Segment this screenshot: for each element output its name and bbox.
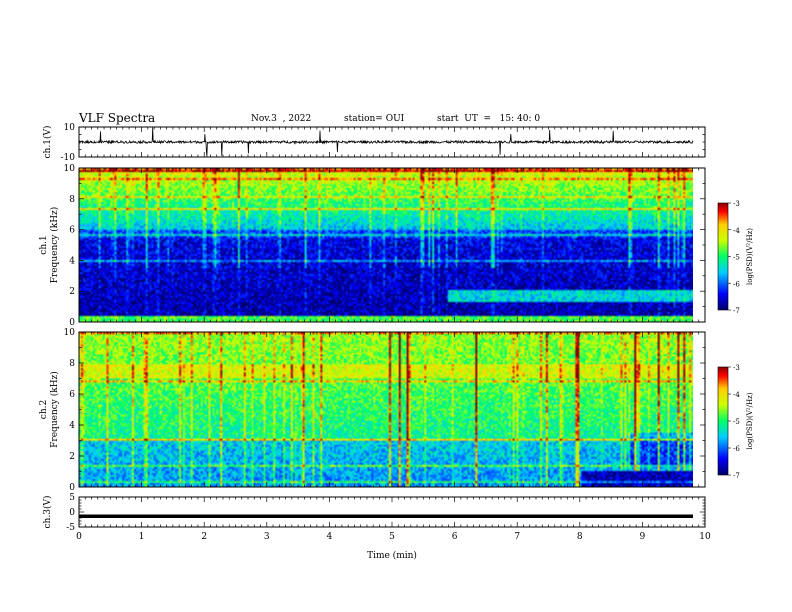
y-axis-label-s1-line1: ch.1 [39,235,49,254]
y-tick-label: 10 [64,164,76,174]
colorbar-tick-label: -4 [733,227,740,235]
colorbar-tick-label: -6 [733,280,740,288]
colorbar-tick-label: -5 [733,418,740,426]
y-tick-label: 0 [69,508,75,518]
x-tick-label: 1 [139,532,145,542]
y-axis-label-s2-line1: ch.2 [39,400,49,419]
x-tick-label: 4 [327,532,333,542]
waveform-lines [78,127,694,518]
y-tick-label: 10 [64,123,76,133]
x-tick-label: 0 [76,532,82,542]
ch1-waveform-line [78,127,694,157]
colorbar-label-ch2: log(PSD)(V²/Hz) [746,392,754,449]
y-axis-label-s1-line2: Frequency (kHz) [49,207,60,284]
colorbar-tick-label: -4 [733,391,740,399]
x-tick-label: 5 [389,532,395,542]
colorbar-label-ch1: log(PSD)(V²/Hz) [746,228,754,285]
spectrogram-ch2-image [79,332,693,487]
colorbar-ch1 [717,202,729,311]
y-tick-label: 6 [69,390,75,400]
x-tick-label: 9 [640,532,646,542]
x-tick-label: 6 [452,532,458,542]
y-tick-label: 4 [69,421,75,431]
y-tick-label: -10 [61,153,76,163]
date-label: Nov.3 , 2022 [251,114,312,124]
colorbar-tick-label: -5 [733,254,740,262]
colorbar-tick-label: -3 [733,200,740,208]
x-tick-label: 8 [577,532,583,542]
y-axis-label-s2-line2: Frequency (kHz) [49,371,60,448]
station-label: station= OUI [344,114,405,124]
y-tick-label: 4 [69,256,75,266]
axes [78,126,731,528]
x-tick-label: 3 [264,532,270,542]
spectrogram-ch1-image [79,168,693,322]
colorbar-tick-label: -6 [733,445,740,453]
y-tick-label: -5 [66,523,75,533]
y-tick-label: 8 [69,195,75,205]
y-tick-label: 0 [69,483,75,493]
figure-title: VLF Spectra [79,111,156,125]
x-tick-label: 7 [514,532,520,542]
colorbar-tick-label: -7 [733,472,740,480]
colorbar-tick-label: -3 [733,364,740,372]
x-tick-label: 10 [699,532,711,542]
y-tick-label: 8 [69,359,75,369]
x-tick-label: 2 [201,532,207,542]
colorbar-tick-label: -7 [733,307,740,315]
x-axis-label: Time (min) [367,550,417,561]
y-tick-label: 6 [69,226,75,236]
y-tick-label: 2 [69,287,75,297]
y-tick-label: 0 [69,318,75,328]
spectrogram-images [79,168,693,487]
y-tick-label: 5 [69,493,75,503]
start-time-label: start UT = 15: 40: 0 [437,114,541,124]
y-tick-label: 10 [64,328,76,338]
y-axis-label-ch3: ch.3(V) [42,496,53,529]
y-tick-label: 2 [69,452,75,462]
y-axis-label-ch1: ch.1(V) [42,126,53,159]
colorbar-ch2 [717,366,729,476]
